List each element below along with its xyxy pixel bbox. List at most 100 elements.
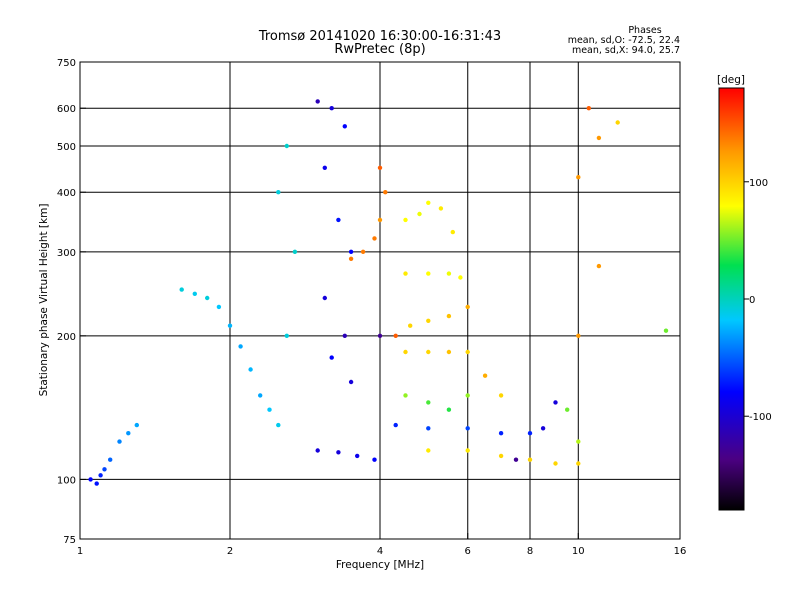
data-point: [465, 304, 470, 310]
data-point: [284, 333, 289, 338]
data-point: [348, 249, 354, 254]
y-tick-label: 300: [57, 248, 76, 259]
data-point: [403, 271, 408, 276]
data-point: [426, 318, 431, 323]
data-point: [329, 106, 334, 111]
data-point: [565, 407, 570, 412]
data-point: [360, 249, 366, 254]
phases-x-stats: mean, sd,X: 94.0, 25.7: [572, 45, 680, 56]
data-points: [88, 99, 669, 486]
data-point: [446, 313, 452, 319]
y-tick-label: 75: [63, 535, 76, 546]
y-tick-label: 400: [57, 188, 76, 199]
colorbar-tick-label: 100: [749, 178, 768, 189]
data-point: [377, 217, 383, 223]
chart-title: Tromsø 20141020 16:30:00-16:31:43: [258, 29, 501, 44]
data-point: [383, 190, 388, 195]
x-tick-label: 8: [527, 546, 533, 557]
data-point: [248, 367, 253, 372]
data-point: [192, 291, 197, 296]
data-point: [284, 143, 289, 149]
data-point: [498, 431, 504, 436]
data-point: [342, 333, 347, 338]
data-point: [126, 431, 131, 436]
data-point: [216, 304, 222, 310]
data-point: [322, 165, 327, 170]
data-point: [465, 448, 470, 453]
data-point: [408, 323, 413, 328]
colorbar-tick-label: 0: [749, 295, 755, 306]
data-point: [315, 448, 320, 453]
data-point: [227, 323, 233, 328]
data-point: [102, 467, 107, 472]
data-point: [205, 295, 210, 301]
x-tick-label: 4: [377, 546, 383, 557]
data-point: [576, 175, 581, 180]
phases-heading: Phases: [628, 25, 661, 36]
data-point: [465, 393, 470, 398]
data-point: [315, 99, 320, 104]
y-axis-label: Stationary phase Virtual Height [km]: [38, 204, 50, 397]
phases-o-stats: mean, sd,O: -72.5, 22.4: [568, 35, 680, 46]
data-point: [403, 349, 408, 355]
data-point: [576, 461, 581, 466]
x-axis-label: Frequency [MHz]: [336, 559, 424, 571]
grid-lines: [80, 62, 680, 539]
data-point: [615, 120, 620, 125]
data-point: [527, 457, 533, 462]
data-point: [88, 477, 93, 482]
data-point: [446, 349, 452, 355]
x-tick-label: 10: [572, 546, 585, 557]
x-tick-label: 1: [77, 546, 83, 557]
data-point: [426, 349, 431, 355]
y-tick-label: 750: [57, 58, 76, 69]
data-point: [465, 426, 470, 431]
data-point: [498, 453, 504, 459]
data-point: [576, 439, 581, 444]
data-point: [596, 135, 602, 141]
data-point: [417, 211, 422, 217]
data-point: [553, 461, 558, 466]
data-point: [276, 422, 281, 428]
data-point: [238, 344, 243, 349]
data-point: [258, 393, 263, 398]
data-point: [98, 473, 103, 478]
data-point: [94, 481, 99, 486]
x-tick-label: 16: [674, 546, 687, 557]
data-point: [553, 400, 558, 405]
data-point: [377, 333, 383, 338]
x-tick-label: 2: [227, 546, 233, 557]
data-point: [586, 106, 591, 111]
data-point: [108, 457, 113, 462]
data-point: [393, 333, 398, 338]
y-tick-label: 600: [57, 104, 76, 115]
data-point: [426, 426, 431, 431]
data-point: [348, 379, 354, 385]
data-point: [450, 229, 455, 235]
data-point: [498, 393, 504, 398]
data-point: [117, 439, 122, 444]
data-point: [393, 422, 398, 428]
data-point: [336, 217, 341, 223]
data-point: [372, 457, 377, 462]
data-point: [576, 333, 581, 338]
data-point: [377, 165, 383, 170]
data-point: [438, 206, 444, 211]
data-point: [342, 124, 347, 129]
y-tick-label: 500: [57, 142, 76, 153]
data-point: [465, 349, 470, 355]
data-point: [446, 407, 452, 412]
data-point: [292, 249, 298, 254]
y-tick-label: 100: [57, 475, 76, 486]
data-point: [134, 422, 139, 428]
data-point: [513, 457, 519, 462]
y-tick-label: 200: [57, 332, 76, 343]
data-point: [446, 271, 452, 276]
data-point: [179, 287, 184, 292]
data-point: [267, 407, 272, 412]
axis-ticks: 1 2 4 6 8 10 16 75 100 200 300 400 500 600 750: [57, 58, 686, 557]
colorbar-tick-label: -100: [749, 412, 772, 423]
data-point: [329, 355, 334, 360]
colorbar-label: [deg]: [717, 74, 745, 86]
colorbar: [718, 87, 745, 511]
